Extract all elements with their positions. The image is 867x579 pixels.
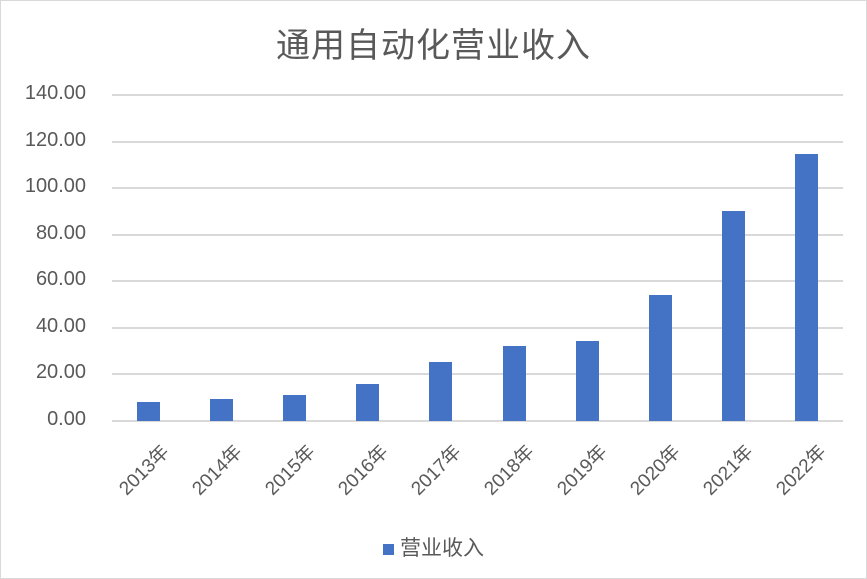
- bar[interactable]: [429, 361, 453, 421]
- bar[interactable]: [721, 211, 745, 421]
- gridline: [112, 94, 843, 96]
- gridline: [112, 233, 843, 236]
- y-tick-label: 80.00: [35, 221, 86, 244]
- gridline: [112, 420, 843, 422]
- y-tick-label: 120.00: [24, 128, 86, 151]
- bar[interactable]: [794, 154, 818, 421]
- gridline: [112, 373, 843, 376]
- bar[interactable]: [137, 401, 161, 421]
- gridline: [112, 187, 843, 190]
- bar[interactable]: [502, 345, 526, 421]
- bar[interactable]: [210, 398, 234, 421]
- y-tick-label: 140.00: [24, 82, 86, 104]
- bar[interactable]: [283, 394, 307, 421]
- bar[interactable]: [356, 383, 380, 421]
- legend: 营业收入: [0, 532, 867, 562]
- bar[interactable]: [648, 294, 672, 421]
- y-tick-label: 0.00: [47, 408, 86, 430]
- bar[interactable]: [575, 340, 599, 421]
- gridline: [112, 140, 843, 143]
- y-tick-label: 40.00: [35, 314, 86, 337]
- gridline: [112, 326, 843, 329]
- y-tick-label: 20.00: [35, 361, 86, 384]
- chart-title: 通用自动化营业收入: [276, 26, 591, 66]
- legend-swatch-icon: [383, 543, 394, 555]
- gridline: [112, 280, 843, 283]
- legend-label: 营业收入: [400, 536, 484, 560]
- y-tick-label: 60.00: [35, 268, 86, 291]
- y-tick-label: 100.00: [24, 175, 86, 198]
